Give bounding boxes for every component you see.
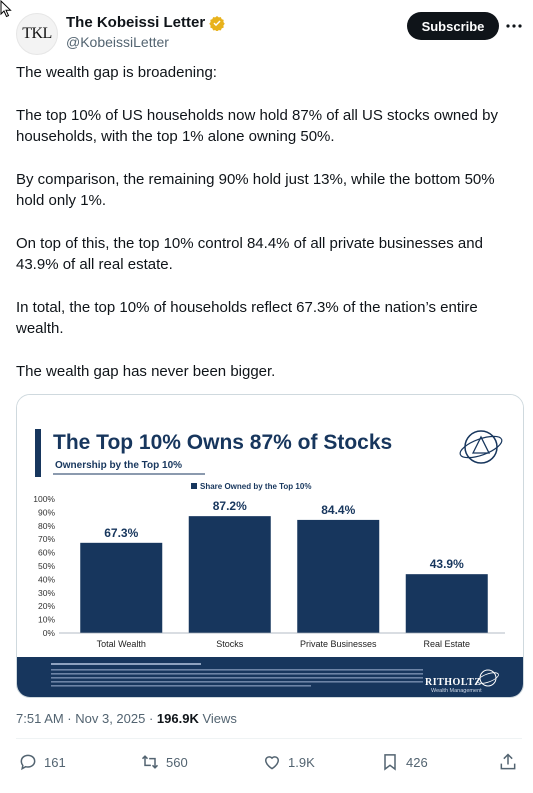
y-tick-label: 80% — [38, 521, 55, 531]
x-category-label: Stocks — [216, 639, 244, 649]
post-paragraph: On top of this, the top 10% control 84.4… — [16, 235, 488, 273]
chart-subtitle: Ownership by the Top 10% — [55, 460, 182, 471]
bookmark-button[interactable]: 426 — [380, 752, 428, 772]
divider — [16, 738, 522, 739]
reply-count: 161 — [44, 754, 66, 770]
bar — [405, 574, 488, 633]
post-paragraph: The wealth gap has never been bigger. — [16, 363, 276, 380]
chart-title: The Top 10% Owns 87% of Stocks — [53, 431, 392, 454]
bar-value-label: 84.4% — [321, 503, 355, 517]
action-bar: 161 560 1.9K 426 — [16, 752, 522, 776]
author-display-name[interactable]: The Kobeissi Letter — [66, 14, 206, 31]
title-accent-bar — [35, 429, 41, 477]
repost-count: 560 — [166, 754, 188, 770]
ritholtz-footer-emblem-icon — [477, 669, 499, 687]
post-time[interactable]: 7:51 AM · Nov 3, 2025 · — [16, 711, 157, 726]
y-tick-label: 40% — [38, 574, 55, 584]
author-handle[interactable]: @KobeissiLetter — [66, 34, 169, 50]
bar-value-label: 43.9% — [430, 557, 464, 571]
bar-value-label: 87.2% — [213, 499, 247, 513]
y-tick-label: 20% — [38, 601, 55, 611]
bookmark-icon — [384, 754, 396, 771]
x-category-label: Total Wealth — [97, 639, 146, 649]
reply-icon — [20, 754, 36, 771]
post-media-image[interactable]: The Top 10% Owns 87% of Stocks Ownership… — [16, 394, 524, 698]
repost-icon — [141, 755, 159, 769]
views-label: Views — [198, 711, 237, 726]
share-button[interactable] — [498, 752, 518, 772]
bar — [80, 542, 163, 633]
legend-swatch — [191, 483, 197, 489]
ritholtz-logo-subtitle: Wealth Management — [431, 688, 482, 694]
ritholtz-emblem-icon — [459, 430, 503, 464]
subscribe-button[interactable]: Subscribe — [407, 12, 499, 40]
post-paragraph: The top 10% of US households now hold 87… — [16, 107, 503, 145]
y-tick-label: 60% — [38, 548, 55, 558]
bar — [297, 519, 380, 633]
disclaimer-text-lines — [51, 663, 423, 687]
views-count: 196.9K — [156, 711, 199, 726]
post-text: The wealth gap is broadening: The top 10… — [16, 62, 522, 404]
bar-value-label: 67.3% — [104, 526, 138, 540]
y-tick-label: 70% — [38, 534, 55, 544]
author-name-row: The Kobeissi Letter — [66, 14, 225, 31]
x-category-label: Private Businesses — [300, 639, 377, 649]
post-paragraph: By comparison, the remaining 90% hold ju… — [16, 171, 499, 209]
post-paragraph: In total, the top 10% of households refl… — [16, 299, 482, 337]
post-paragraph: The wealth gap is broadening: — [16, 64, 217, 81]
ritholtz-logo: RITHOLTZ — [425, 677, 481, 688]
y-tick-label: 100% — [33, 494, 55, 504]
y-tick-label: 10% — [38, 615, 55, 625]
post-timestamp[interactable]: 7:51 AM · Nov 3, 2025 · 196.9K Views — [16, 711, 237, 726]
like-button[interactable]: 1.9K — [262, 752, 315, 772]
reply-button[interactable]: 161 — [18, 752, 66, 772]
bars-group: 67.3% Total Wealth 87.2% Stocks 84.4% Private… — [80, 499, 488, 649]
more-options-icon[interactable] — [504, 16, 524, 36]
bar — [188, 516, 271, 633]
share-icon — [500, 753, 516, 770]
x-category-label: Real Estate — [423, 639, 470, 649]
y-tick-label: 90% — [38, 507, 55, 517]
y-axis: 100% 90% 80% 70% 60% 50% 40% 30% 20% 10% 0% — [33, 494, 55, 638]
bookmark-count: 426 — [406, 754, 428, 770]
like-count: 1.9K — [288, 754, 315, 770]
legend-label: Share Owned by the Top 10% — [200, 482, 311, 491]
y-tick-label: 0% — [43, 628, 56, 638]
y-tick-label: 50% — [38, 561, 55, 571]
post-header: TKL The Kobeissi Letter @KobeissiLetter … — [0, 0, 533, 60]
bar-chart: The Top 10% Owns 87% of Stocks Ownership… — [17, 395, 523, 697]
avatar[interactable]: TKL — [16, 13, 58, 55]
heart-icon — [264, 756, 280, 770]
verified-badge-icon — [209, 15, 225, 31]
y-tick-label: 30% — [38, 588, 55, 598]
mouse-cursor-icon — [0, 0, 12, 18]
repost-button[interactable]: 560 — [140, 752, 188, 772]
